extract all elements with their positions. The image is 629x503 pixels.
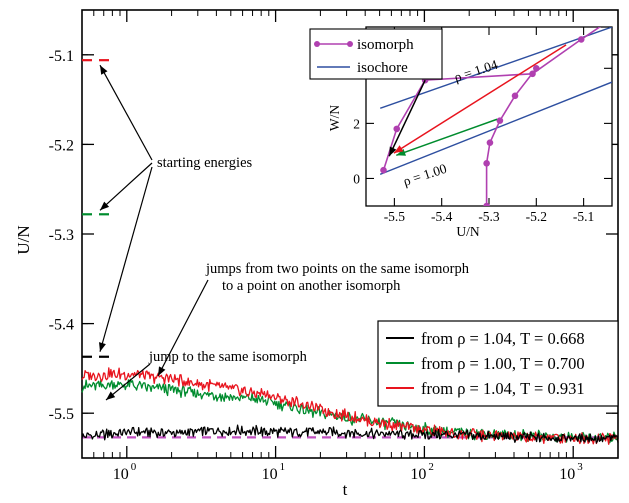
inset-isomorph-point	[496, 117, 504, 124]
inset-y-tick-label: 0	[353, 171, 360, 186]
jumps-arrow-head	[158, 366, 166, 376]
inset-isomorph-point	[533, 65, 540, 72]
jumps-text-line1: jumps from two points on the same isomor…	[205, 261, 470, 277]
legend-entry: from ρ = 1.04, T = 0.931	[421, 379, 585, 398]
starting-arrow-bottom-head	[99, 342, 106, 352]
inset-arrow-1	[396, 118, 498, 157]
main-legend: from ρ = 1.04, T = 0.668 from ρ = 1.00, T…	[377, 320, 619, 407]
y-tick-label: -5.5	[49, 406, 74, 423]
y-tick-label: -5.3	[49, 227, 74, 244]
x-tick-label: 10	[410, 466, 426, 483]
starting-arrow-bottom	[99, 166, 153, 352]
inset-legend-entry: isomorph	[357, 37, 414, 53]
inset-arrow-1-head	[396, 148, 406, 156]
main-series-layer	[81, 367, 619, 445]
y-axis-label: U/N	[14, 225, 33, 254]
same-isomorph-arrow	[105, 363, 151, 401]
annotation-same-isomorph: jump to the same isomorph	[148, 349, 308, 365]
inset-legend: isomorph isochore	[309, 28, 443, 80]
x-tick-label: 10	[262, 466, 278, 483]
x-tick-exponent: 2	[428, 461, 434, 473]
x-tick-label: 10	[559, 466, 575, 483]
y-axis-ticks: -5.1 -5.2 -5.3 -5.4 -5.5	[49, 48, 618, 423]
annotation-starting-energies: starting energies	[157, 155, 253, 171]
inset-arrows	[388, 44, 567, 157]
inset-isomorph-point	[577, 36, 585, 43]
x-axis-label: t	[343, 480, 348, 499]
x-tick-exponent: 1	[280, 461, 286, 473]
inset-arrow-2	[393, 44, 567, 154]
inset-legend-entry: isochore	[357, 60, 408, 76]
x-tick-label: 10	[113, 466, 129, 483]
inset-y-axis-label: W/N	[327, 105, 342, 131]
inset-isomorph-point	[486, 139, 494, 146]
starting-arrow-top	[99, 64, 153, 161]
inset-y-tick-label: 2	[353, 116, 360, 131]
starting-arrow-top-head	[100, 65, 108, 75]
x-tick-exponent: 0	[131, 461, 137, 473]
inset-x-tick-label: -5.2	[526, 209, 547, 224]
y-tick-label: -5.4	[49, 317, 74, 334]
starting-arrow-mid-head	[100, 201, 110, 211]
same-isomorph-arrow-head	[106, 391, 116, 400]
inset-isomorph-line	[485, 67, 537, 206]
inset-chart: -5.5-5.4-5.3-5.2-5.1024 ρ = 1.04 ρ = 1.0…	[309, 26, 613, 239]
annotation-jumps: jumps from two points on the same isomor…	[205, 261, 470, 294]
annotation-arrows	[99, 64, 209, 401]
inset-x-tick-label: -5.4	[431, 209, 453, 224]
inset-isomorph-point	[380, 166, 387, 174]
x-tick-exponent: 3	[577, 461, 583, 473]
inset-x-axis-label: U/N	[456, 224, 480, 239]
y-tick-label: -5.1	[49, 48, 74, 65]
starting-arrow-mid	[99, 162, 153, 211]
inset-x-tick-label: -5.5	[384, 209, 406, 224]
inset-arrow-0	[388, 79, 426, 157]
inset-isomorph-line	[382, 27, 602, 171]
inset-isomorph-point	[483, 202, 490, 206]
jumps-text-line2: to a point on another isomorph	[222, 278, 401, 294]
inset-x-tick-label: -5.3	[478, 209, 500, 224]
same-isomorph-text: jump to the same isomorph	[148, 349, 308, 365]
inset-isomorph-point	[511, 92, 519, 100]
main-legend-box	[377, 320, 619, 407]
inset-isomorph-point	[393, 125, 401, 133]
x-axis-ticks: 10 0 10 1 10 2 10 3	[93, 10, 583, 483]
inset-arrow-2-head	[393, 145, 404, 154]
starting-energies-text: starting energies	[157, 155, 253, 171]
inset-arrow-0-head	[389, 146, 397, 157]
starting-energy-markers	[82, 59, 109, 358]
y-tick-label: -5.2	[49, 137, 74, 154]
legend-entry: from ρ = 1.00, T = 0.700	[421, 354, 585, 373]
series-line-0	[81, 424, 619, 444]
inset-x-tick-label: -5.1	[573, 209, 594, 224]
jumps-arrow	[157, 279, 209, 377]
inset-legend-marker	[347, 41, 353, 47]
inset-legend-box	[309, 28, 443, 80]
legend-entry: from ρ = 1.04, T = 0.668	[421, 329, 585, 348]
inset-isomorph-point	[483, 160, 490, 167]
inset-legend-marker	[314, 41, 320, 47]
